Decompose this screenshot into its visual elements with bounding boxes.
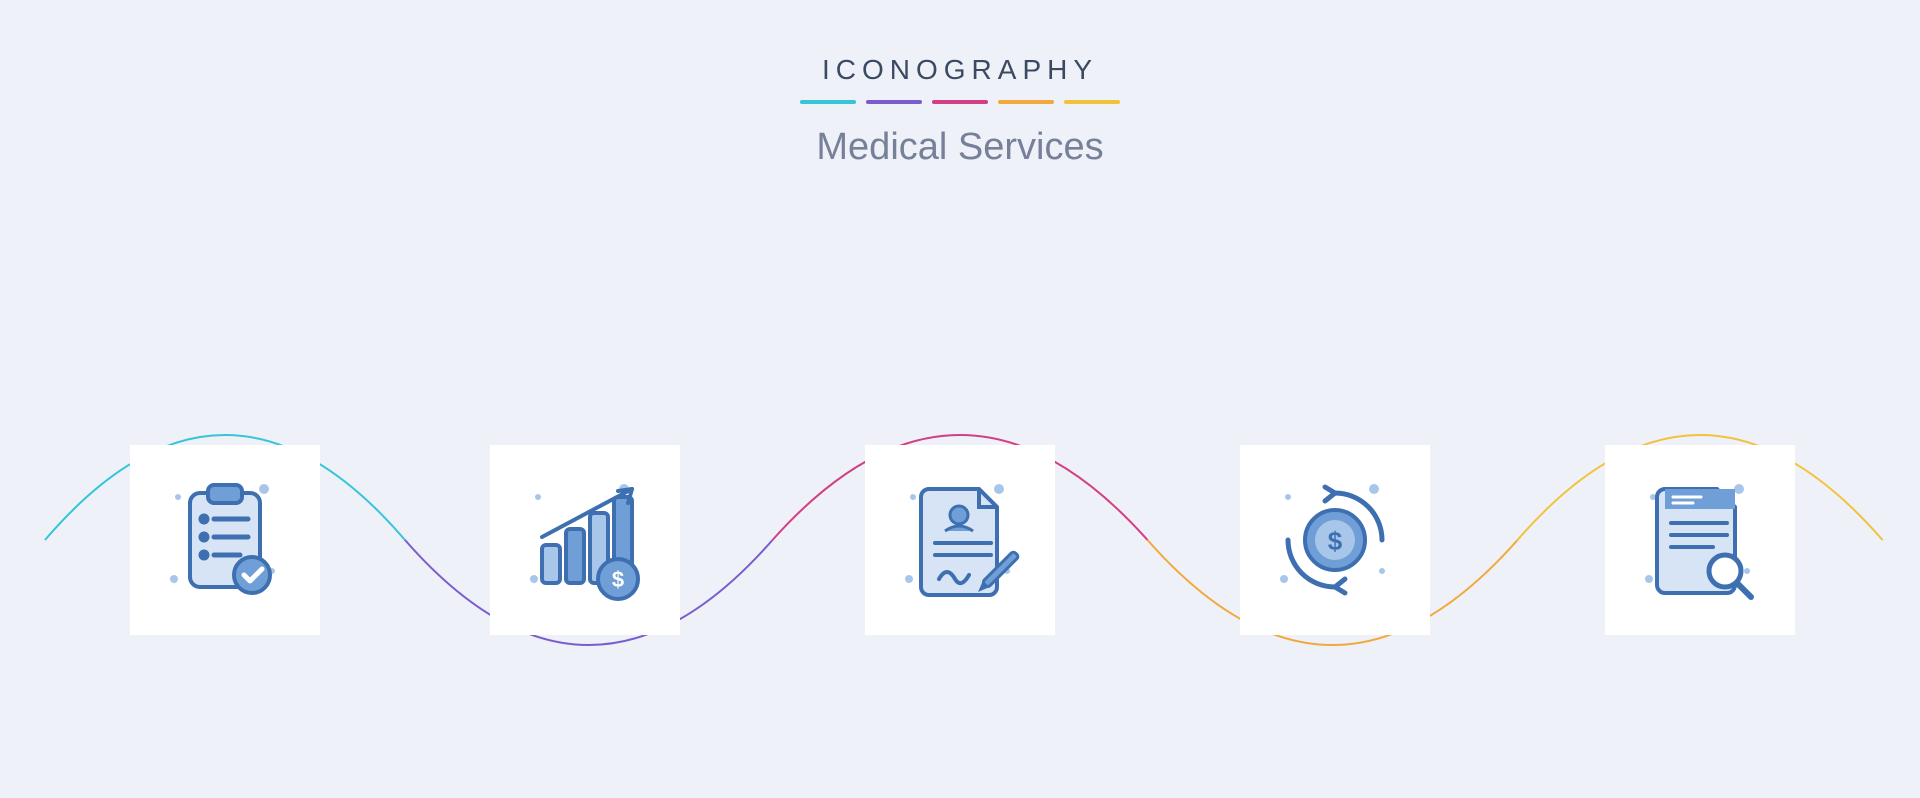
- clipboard-check-tile: [130, 445, 320, 635]
- dollar-refresh-icon: $: [1270, 475, 1400, 605]
- header-subtitle: Medical Services: [816, 126, 1103, 169]
- document-search-tile: [1605, 445, 1795, 635]
- clipboard-check-icon: [160, 475, 290, 605]
- header-title: ICONOGRAPHY: [822, 54, 1098, 86]
- accent-bar: [866, 100, 922, 104]
- svg-text:$: $: [612, 567, 624, 592]
- accent-bar: [932, 100, 988, 104]
- accent-bar: [800, 100, 856, 104]
- dollar-refresh-tile: $: [1240, 445, 1430, 635]
- header: ICONOGRAPHY Medical Services: [0, 54, 1920, 169]
- document-search-icon: [1635, 475, 1765, 605]
- bar-chart-dollar-tile: $: [490, 445, 680, 635]
- document-sign-tile: [865, 445, 1055, 635]
- bar-chart-dollar-icon: $: [520, 475, 650, 605]
- stage: ICONOGRAPHY Medical Services $: [0, 0, 1920, 798]
- svg-text:$: $: [1328, 526, 1343, 556]
- document-sign-icon: [895, 475, 1025, 605]
- accent-bar: [998, 100, 1054, 104]
- header-accent-bars: [800, 100, 1120, 104]
- accent-bar: [1064, 100, 1120, 104]
